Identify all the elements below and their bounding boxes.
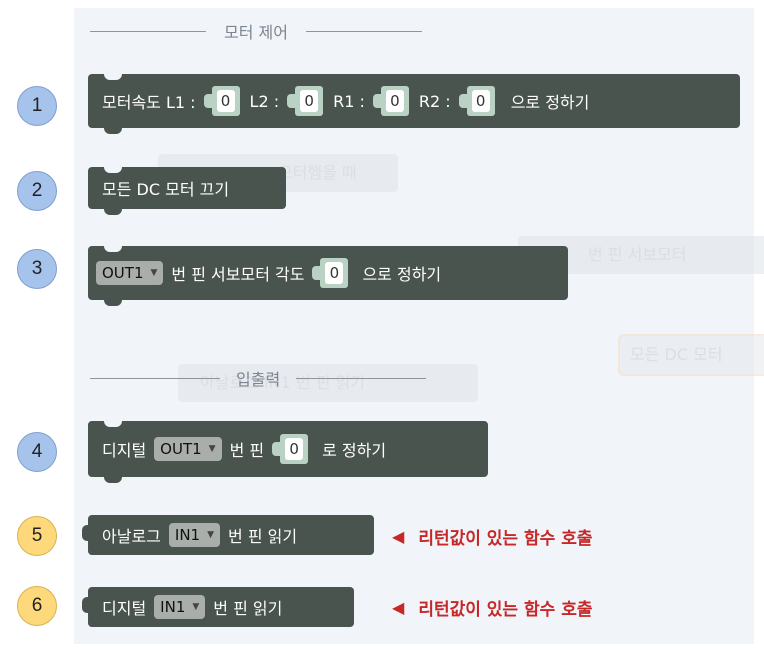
r2-label: R2 : — [418, 91, 451, 111]
step-badge-4: 4 — [17, 432, 57, 472]
chevron-down-icon: ▼ — [207, 530, 215, 540]
block-label: 번 핀 서보모터 각도 — [171, 265, 305, 284]
r2-value-slot[interactable]: 0 — [458, 86, 495, 116]
block-suffix: 으로 정하기 — [510, 93, 590, 112]
motor-speed-block[interactable]: 모터속도 L1 : 0 L2 : 0 R1 : 0 R2 : 0 으로 정하기 — [88, 73, 740, 134]
output-value-slot[interactable]: 0 — [272, 434, 309, 464]
ghost-block: 아날로그 IN1 번 핀 읽기 — [178, 364, 478, 402]
step-badge-3: 3 — [17, 249, 57, 289]
return-value-note: ◀ 리턴값이 있는 함수 호출 — [392, 598, 593, 620]
l2-value-slot[interactable]: 0 — [287, 86, 324, 116]
l2-value[interactable]: 0 — [300, 90, 319, 112]
step-badge-6: 6 — [17, 586, 57, 626]
l1-value-slot[interactable]: 0 — [203, 86, 240, 116]
block-mid: 번 핀 — [229, 441, 265, 460]
section-title: 입출력 — [236, 370, 281, 389]
l1-value[interactable]: 0 — [216, 90, 235, 112]
r1-value-slot[interactable]: 0 — [372, 86, 409, 116]
pin-dropdown[interactable]: OUT1 ▼ — [96, 261, 164, 285]
arrow-left-icon: ◀ — [392, 527, 405, 546]
pin-dropdown[interactable]: IN1 ▼ — [154, 595, 206, 619]
chevron-down-icon: ▼ — [150, 268, 158, 278]
block-label: 디지털 — [102, 599, 147, 618]
step-badge-5: 5 — [17, 516, 57, 556]
ghost-block: 모든 DC 모터 — [620, 336, 764, 374]
r1-value[interactable]: 0 — [385, 90, 404, 112]
section-header-motor: 모터 제어 — [90, 19, 422, 43]
block-suffix: 번 핀 읽기 — [213, 599, 283, 618]
block-label: 모터속도 L1 : — [102, 93, 196, 112]
section-title: 모터 제어 — [224, 23, 288, 42]
step-badge-2: 2 — [17, 171, 57, 211]
angle-value[interactable]: 0 — [325, 262, 344, 284]
block-label: 모든 DC 모터 끄기 — [102, 180, 230, 199]
block-label: 디지털 — [102, 441, 147, 460]
arrow-left-icon: ◀ — [392, 598, 405, 617]
block-label: 아날로그 — [102, 527, 161, 546]
step-badge-1: 1 — [17, 86, 57, 126]
pin-dropdown[interactable]: OUT1 ▼ — [154, 437, 222, 461]
angle-value-slot[interactable]: 0 — [312, 258, 349, 288]
digital-read-block[interactable]: 디지털 IN1 ▼ 번 핀 읽기 — [82, 587, 354, 627]
pin-dropdown[interactable]: IN1 ▼ — [168, 523, 221, 547]
block-suffix: 로 정하기 — [322, 441, 387, 460]
r2-value[interactable]: 0 — [471, 90, 490, 112]
digital-write-block[interactable]: 디지털 OUT1 ▼ 번 핀 0 로 정하기 — [88, 420, 488, 483]
stop-all-motors-block[interactable]: 모든 DC 모터 끄기 — [88, 166, 286, 215]
section-header-io: 입출력 — [90, 366, 427, 390]
servo-angle-block[interactable]: OUT1 ▼ 번 핀 서보모터 각도 0 으로 정하기 — [88, 245, 568, 306]
l2-label: L2 : — [249, 91, 280, 111]
chevron-down-icon: ▼ — [192, 602, 200, 612]
chevron-down-icon: ▼ — [208, 444, 216, 454]
r1-label: R1 : — [333, 91, 365, 111]
block-suffix: 번 핀 읽기 — [228, 527, 298, 546]
block-suffix: 으로 정하기 — [362, 265, 442, 284]
analog-read-block[interactable]: 아날로그 IN1 ▼ 번 핀 읽기 — [82, 515, 374, 555]
output-value[interactable]: 0 — [285, 438, 304, 460]
return-value-note: ◀ 리턴값이 있는 함수 호출 — [392, 527, 593, 549]
